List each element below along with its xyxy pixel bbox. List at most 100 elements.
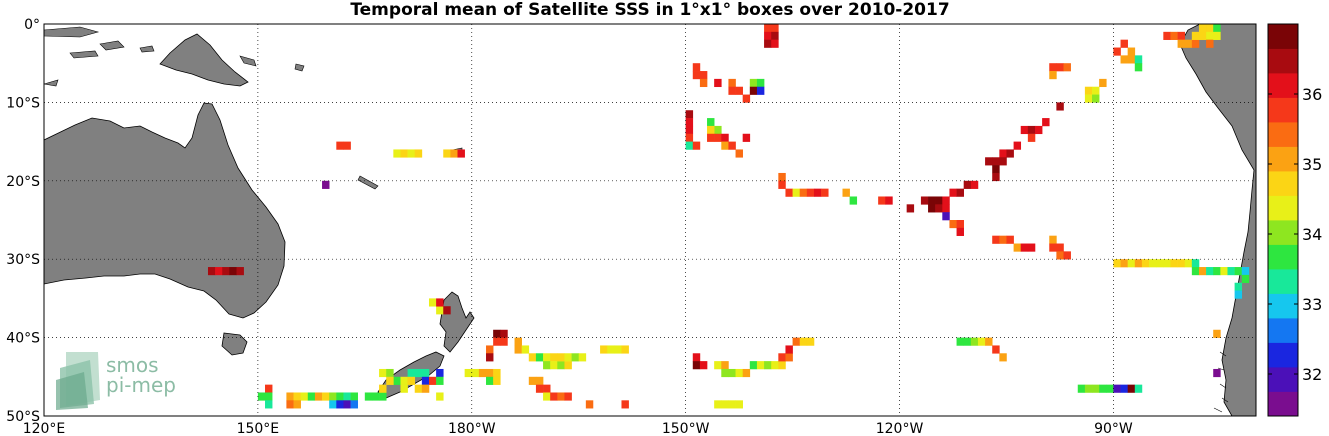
sss-cell <box>1213 329 1221 338</box>
sss-cell <box>935 204 943 213</box>
sss-cell <box>1063 251 1071 260</box>
sss-cell <box>935 196 943 205</box>
sss-cell <box>535 376 544 385</box>
colorbar-segment <box>1268 293 1298 319</box>
sss-cell <box>543 361 551 370</box>
island-3 <box>69 50 99 59</box>
sss-cell <box>692 24 701 25</box>
sss-cell <box>471 368 480 378</box>
sss-cell <box>999 353 1007 362</box>
sss-cell <box>364 392 373 401</box>
sss-cell <box>286 400 294 409</box>
sss-cell <box>1198 24 1207 33</box>
sss-cell <box>742 368 751 378</box>
sss-cell <box>535 353 544 362</box>
lat-tick-label: 20°S <box>6 174 40 190</box>
lon-tick-label: 150°E <box>237 421 280 436</box>
sss-cell <box>1013 141 1022 150</box>
sss-cell <box>564 361 572 370</box>
australia-landmass <box>44 102 286 319</box>
new-guinea-island <box>159 33 249 87</box>
colorbar-segment <box>1268 269 1298 294</box>
sss-cell <box>1191 259 1200 268</box>
sss-cell <box>1241 274 1250 284</box>
sss-cell <box>699 71 708 80</box>
sss-cell <box>564 353 572 362</box>
sss-cell <box>699 361 708 370</box>
sss-cell <box>350 392 358 401</box>
sss-cell <box>956 337 964 346</box>
sss-cell <box>486 376 494 385</box>
sss-cell <box>714 400 722 409</box>
sss-cell <box>728 400 736 409</box>
sss-cell <box>970 180 979 189</box>
sss-cell <box>721 368 729 378</box>
sss-cell <box>1127 384 1136 393</box>
sss-cell <box>999 149 1007 158</box>
sss-cell <box>550 353 558 362</box>
lon-tick-label: 120°W <box>876 421 924 436</box>
sss-cell <box>286 392 294 401</box>
sss-cell <box>707 118 715 127</box>
sss-cell <box>928 196 936 205</box>
sss-cell <box>1220 267 1228 276</box>
sss-cell <box>985 157 993 166</box>
sss-cell <box>1120 259 1128 268</box>
sss-cell <box>557 361 565 370</box>
sss-cell <box>778 361 786 370</box>
new-caledonia-island <box>357 175 379 190</box>
sss-cell <box>806 337 815 346</box>
island-2 <box>99 40 125 51</box>
lat-tick-labels: 0° 10°S 20°S 30°S 40°S 50°S <box>6 17 40 425</box>
colorbar-segment <box>1268 122 1298 147</box>
sss-cell <box>336 400 344 409</box>
sss-cell <box>756 78 765 88</box>
sss-cell <box>992 165 1000 174</box>
sss-cell <box>414 384 423 393</box>
sss-cell <box>257 392 266 401</box>
sss-cell <box>785 345 793 354</box>
sss-cell <box>207 267 216 276</box>
land-group <box>44 24 1256 416</box>
colorbar-ticks: 32 33 34 35 36 <box>1268 85 1322 384</box>
island-4 <box>139 45 155 53</box>
sss-cell <box>307 392 316 401</box>
colorbar-segment <box>1268 171 1298 196</box>
island-5 <box>239 55 257 67</box>
sss-cell <box>393 149 401 158</box>
sss-cell <box>1120 55 1128 64</box>
sss-cell <box>400 376 408 385</box>
sss-cell <box>714 125 722 135</box>
sss-cell <box>1234 282 1243 291</box>
sss-cell <box>486 345 494 354</box>
sss-cell <box>735 400 743 409</box>
colorbar-frame <box>1267 23 1299 417</box>
sss-cell <box>493 337 501 346</box>
sss-cell <box>749 361 758 370</box>
sss-cell <box>692 71 701 80</box>
sss-cell <box>799 337 808 346</box>
sss-cell <box>1206 267 1214 276</box>
sss-cell <box>1006 149 1014 158</box>
sss-cell <box>992 345 1000 354</box>
sss-cell <box>585 400 594 409</box>
sss-cell <box>1084 384 1093 393</box>
sss-cell <box>550 392 558 401</box>
sss-cell <box>414 149 423 158</box>
sss-cell <box>1206 24 1214 25</box>
sss-cell <box>1013 243 1022 252</box>
sss-cell <box>1056 251 1064 260</box>
sss-cell <box>1077 384 1086 393</box>
island-7 <box>44 79 59 87</box>
sss-cell <box>920 196 929 205</box>
sss-cell <box>685 141 694 150</box>
sss-cell <box>1113 384 1121 393</box>
colorbar-segment <box>1268 342 1298 368</box>
sss-cell <box>685 133 694 142</box>
sss-cell <box>756 361 765 370</box>
sss-cell <box>692 141 701 150</box>
sss-cell <box>1099 78 1107 88</box>
sss-cell <box>735 149 743 158</box>
sss-cell <box>778 180 786 189</box>
sss-cell <box>1206 31 1214 40</box>
